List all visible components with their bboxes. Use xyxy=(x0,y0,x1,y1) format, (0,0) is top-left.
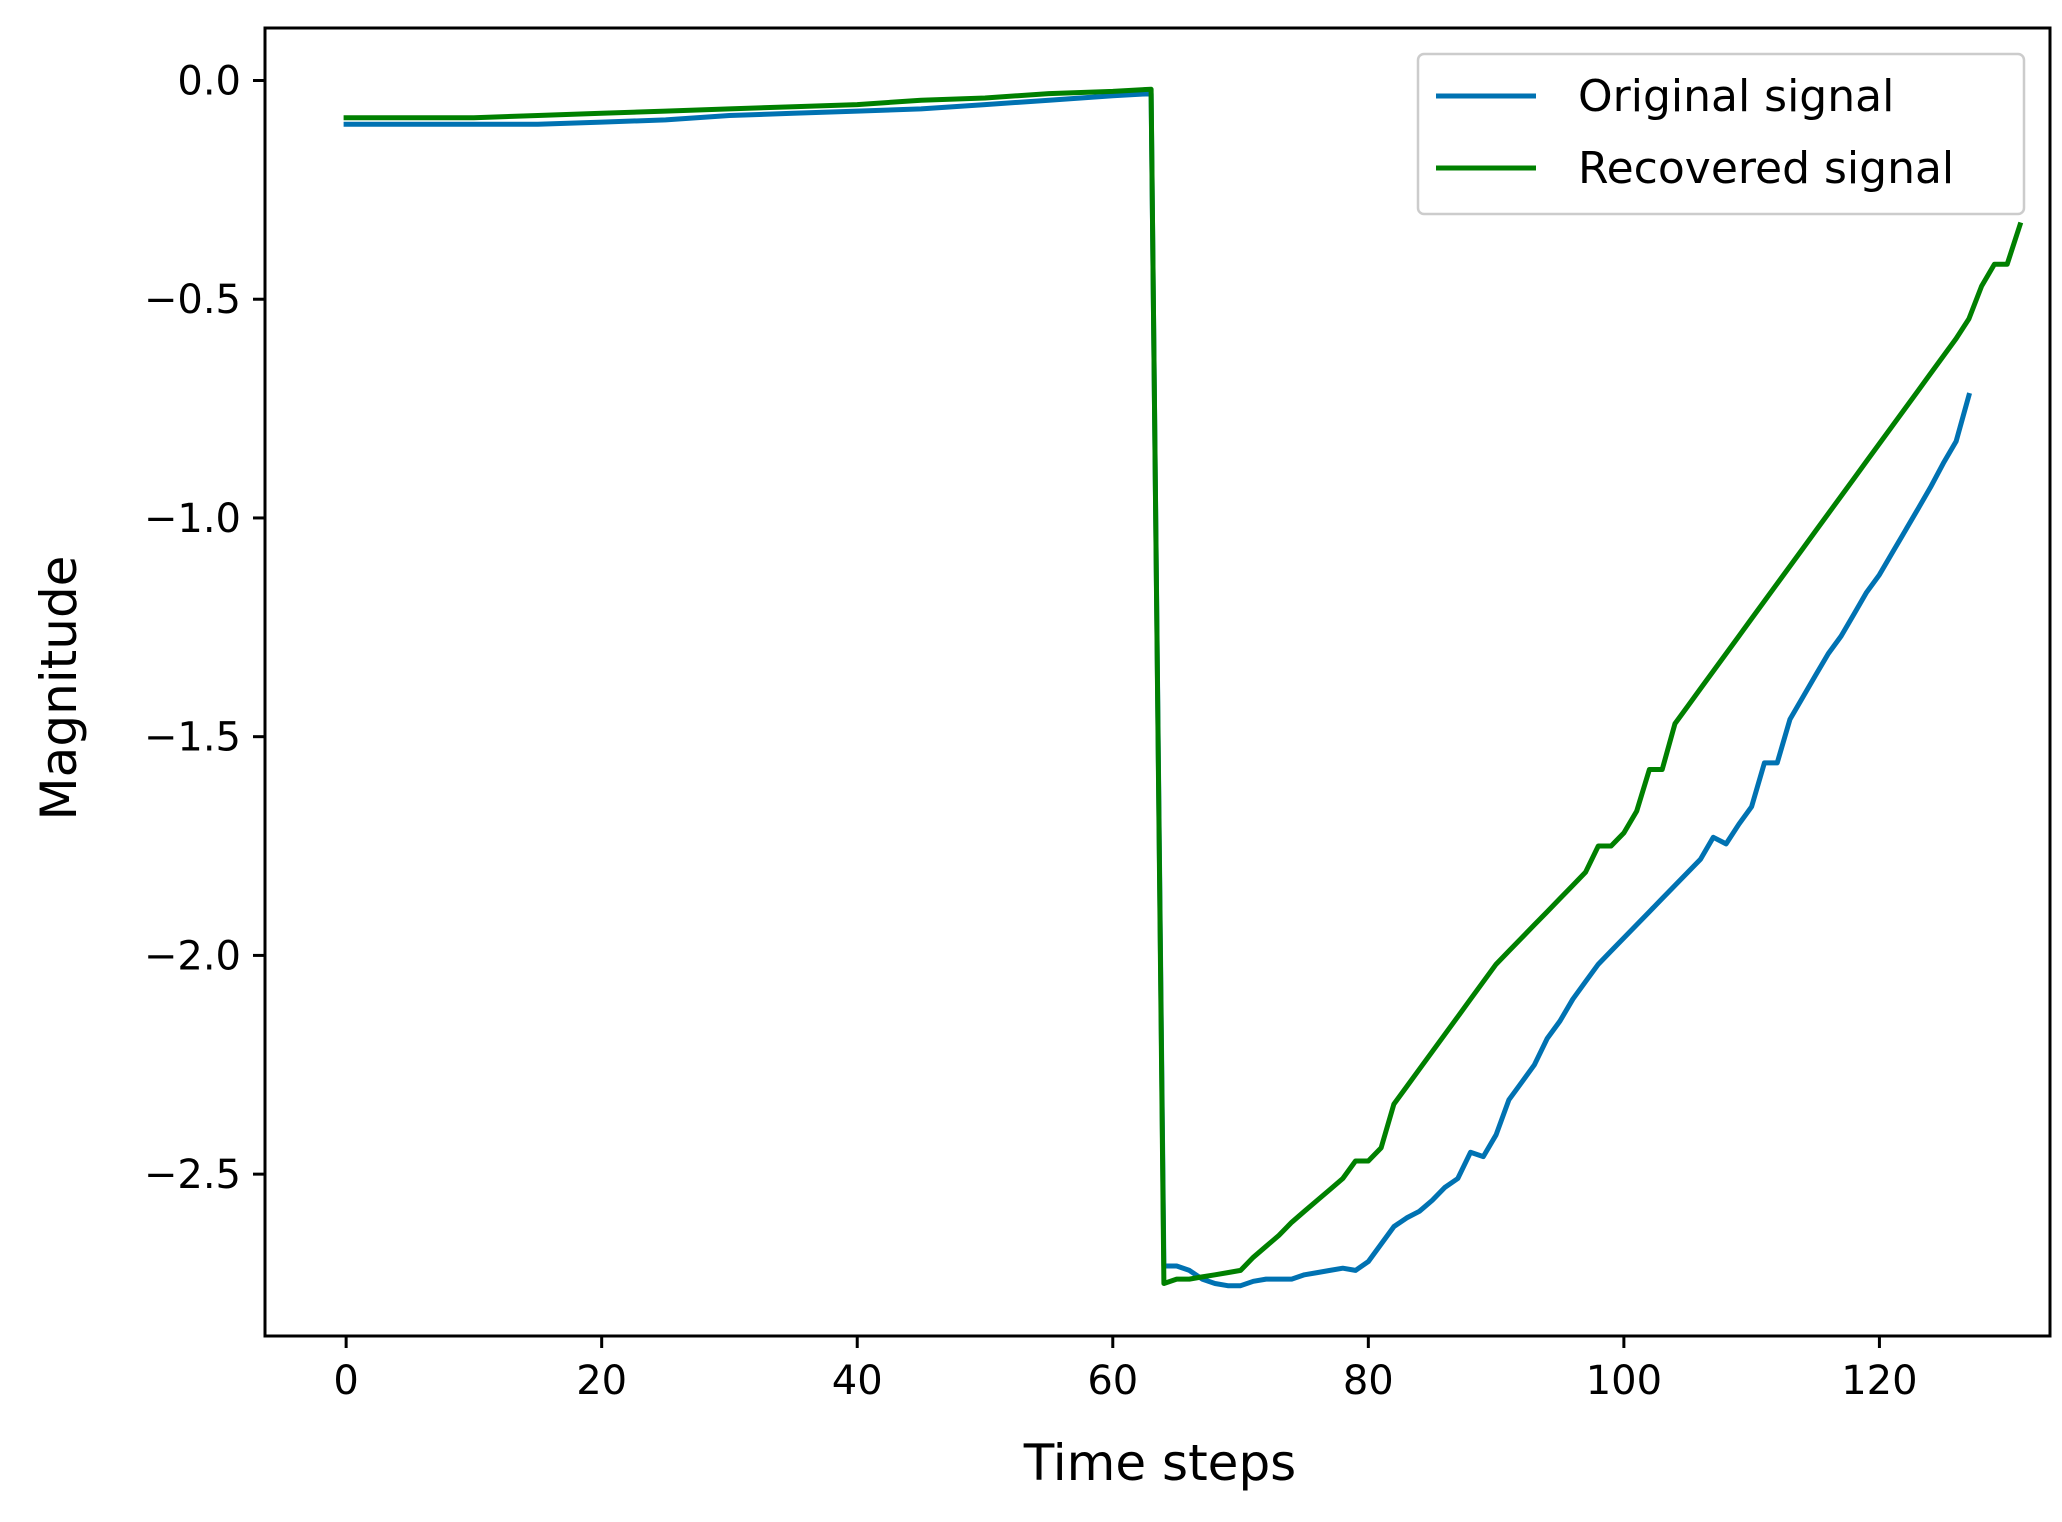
y-axis-label: Magnitude xyxy=(30,556,88,821)
series-layer xyxy=(343,86,2024,1289)
x-tick-label: 60 xyxy=(1087,1358,1138,1404)
x-tick-label: 20 xyxy=(576,1358,627,1404)
y-tick-label: −1.0 xyxy=(144,496,241,542)
y-tick-label: −2.0 xyxy=(144,933,241,979)
x-tick-label: 100 xyxy=(1586,1358,1662,1404)
x-tick-label: 80 xyxy=(1343,1358,1394,1404)
axes-layer: 0 20 40 60 80 100 120 0.0 −0.5 −1.0 −1.5 −2.0 −2.5 xyxy=(144,26,2052,1404)
legend: Original signal Recovered signal xyxy=(1416,52,2026,216)
legend-box xyxy=(1416,52,2026,216)
legend-entry-label: Original signal xyxy=(1578,71,1894,122)
x-tick-label: 40 xyxy=(832,1358,883,1404)
series-line-original-signal xyxy=(343,91,1972,1289)
series-line-recovered-signal xyxy=(343,86,2024,1286)
y-tick-label: 0.0 xyxy=(177,58,241,104)
plot-frame xyxy=(263,26,2052,1338)
y-tick-label: −1.5 xyxy=(144,715,241,761)
x-axis-label: Time steps xyxy=(1023,1434,1296,1492)
x-tick-label: 0 xyxy=(333,1358,358,1404)
x-tick-label: 120 xyxy=(1841,1358,1917,1404)
legend-entry-label: Recovered signal xyxy=(1578,143,1954,194)
y-tick-label: −0.5 xyxy=(144,277,241,323)
y-tick-label: −2.5 xyxy=(144,1152,241,1198)
